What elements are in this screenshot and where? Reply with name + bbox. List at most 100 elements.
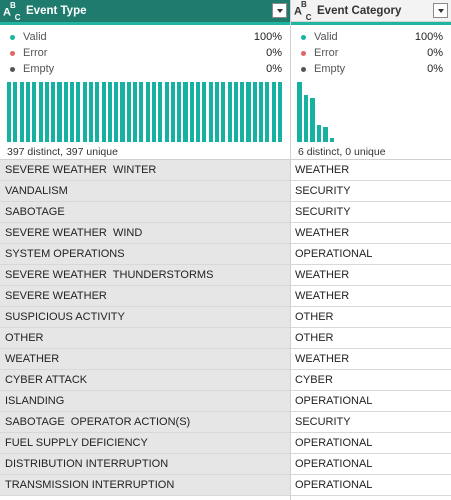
table-cell[interactable]: WEATHER xyxy=(291,223,451,244)
distribution-bar[interactable] xyxy=(196,82,201,142)
distribution-bar[interactable] xyxy=(139,82,144,142)
distribution-bar[interactable] xyxy=(158,82,163,142)
filter-dropdown-icon[interactable] xyxy=(433,3,448,18)
table-cell[interactable]: SEVERE WEATHER THUNDERSTORMS xyxy=(0,265,290,286)
distribution-bar[interactable] xyxy=(189,82,194,142)
distribution-bar[interactable] xyxy=(170,82,175,142)
distribution-bar[interactable] xyxy=(88,82,94,142)
distribution-bar[interactable] xyxy=(114,82,119,142)
distribution-bar[interactable] xyxy=(271,82,276,142)
distribution-bar[interactable] xyxy=(120,82,125,142)
text-type-icon[interactable]: ABC xyxy=(294,0,311,22)
distribution-bar[interactable] xyxy=(208,82,213,142)
table-cell[interactable]: WEATHER xyxy=(291,160,451,181)
distribution-bar[interactable] xyxy=(82,82,87,142)
distribution-bar[interactable] xyxy=(164,82,169,142)
column-profile: Valid 100% Error 0% Empty 0% 6 distinct,… xyxy=(291,25,451,160)
distribution-bar[interactable] xyxy=(63,82,68,142)
table-cell[interactable]: WEATHER xyxy=(291,265,451,286)
distribution-bar[interactable] xyxy=(221,82,226,142)
table-cell[interactable]: OPERATIONAL xyxy=(291,475,451,496)
table-cell[interactable]: OTHER xyxy=(291,307,451,328)
column-header-event-category[interactable]: ABC Event Category xyxy=(291,0,451,22)
table-cell[interactable]: WEATHER xyxy=(291,349,451,370)
table-cell[interactable]: OTHER xyxy=(0,328,290,349)
distribution-bar[interactable] xyxy=(183,82,188,142)
table-cell[interactable]: DISTRIBUTION INTERRUPTION xyxy=(0,454,290,475)
distribution-bar[interactable] xyxy=(310,98,315,142)
table-cell[interactable]: SECURITY xyxy=(291,412,451,433)
distribution-bar[interactable] xyxy=(19,82,24,142)
table-cell[interactable]: WEATHER xyxy=(291,286,451,307)
table-cell[interactable]: CYBER ATTACK xyxy=(0,370,290,391)
distribution-bar[interactable] xyxy=(70,82,75,142)
text-type-icon[interactable]: ABC xyxy=(3,0,20,23)
table-cell[interactable]: SEVERE WEATHER WINTER xyxy=(0,160,290,181)
distribution-bar[interactable] xyxy=(202,82,207,142)
distribution-bar[interactable] xyxy=(107,82,112,142)
distribution-bar[interactable] xyxy=(233,82,238,142)
table-cell[interactable]: VANDALISM xyxy=(0,181,290,202)
column-quality-bar xyxy=(291,22,451,25)
table-cell[interactable]: WEATHER xyxy=(0,349,290,370)
value-distribution-chart[interactable] xyxy=(297,82,345,142)
distribution-bar[interactable] xyxy=(265,82,270,142)
table-cell[interactable]: OPERATIONAL xyxy=(291,454,451,475)
distribution-bar[interactable] xyxy=(25,82,31,142)
stat-value: 0% xyxy=(266,47,282,59)
distribution-bar[interactable] xyxy=(57,82,62,142)
distribution-bar[interactable] xyxy=(246,82,251,142)
distribution-bar[interactable] xyxy=(329,137,334,142)
table-cell[interactable]: TRANSMISSION INTERRUPTION xyxy=(0,475,290,496)
stat-value: 0% xyxy=(427,47,443,59)
table-cell[interactable]: SECURITY xyxy=(291,181,451,202)
table-cell[interactable]: ISLANDING xyxy=(0,391,290,412)
distribution-bar[interactable] xyxy=(323,127,328,142)
distribution-bar[interactable] xyxy=(101,82,106,142)
distribution-bar[interactable] xyxy=(38,82,43,142)
distribution-bar[interactable] xyxy=(316,125,321,142)
table-cell[interactable]: OTHER xyxy=(291,328,451,349)
distribution-bar[interactable] xyxy=(297,82,302,142)
distribution-bar[interactable] xyxy=(126,82,131,142)
table-cell[interactable]: FUEL SUPPLY DEFICIENCY xyxy=(0,433,290,454)
distribution-bar[interactable] xyxy=(214,82,220,142)
distribution-bar[interactable] xyxy=(240,82,245,142)
column-header-event-type[interactable]: ABC Event Type xyxy=(0,0,290,22)
table-cell[interactable]: SABOTAGE OPERATOR ACTION(S) xyxy=(0,412,290,433)
table-cell[interactable]: SEVERE WEATHER xyxy=(0,286,290,307)
distribution-bar[interactable] xyxy=(95,82,100,142)
stat-empty: Empty 0% xyxy=(0,61,290,77)
table-cell[interactable]: OPERATIONAL xyxy=(291,391,451,412)
filter-dropdown-icon[interactable] xyxy=(272,3,287,18)
table-cell[interactable]: OPERATIONAL xyxy=(291,433,451,454)
distribution-bar[interactable] xyxy=(13,82,18,142)
table-cell[interactable]: OPERATIONAL xyxy=(291,244,451,265)
distribution-bar[interactable] xyxy=(252,82,257,142)
distribution-bar[interactable] xyxy=(44,82,49,142)
distribution-bar[interactable] xyxy=(51,82,56,142)
distribution-bar[interactable] xyxy=(7,82,12,142)
distribution-bar[interactable] xyxy=(151,82,157,142)
distribution-bar[interactable] xyxy=(277,82,283,142)
table-cell[interactable]: SABOTAGE xyxy=(0,202,290,223)
table-cell[interactable]: SUSPICIOUS ACTIVITY xyxy=(0,307,290,328)
distribution-bar[interactable] xyxy=(303,95,308,142)
distinct-count: 397 distinct, 397 unique xyxy=(7,146,118,158)
distribution-bar[interactable] xyxy=(133,82,138,142)
column-header-label: Event Category xyxy=(317,4,402,17)
table-cell[interactable]: CYBER xyxy=(291,370,451,391)
stat-error: Error 0% xyxy=(0,45,290,61)
distribution-bar[interactable] xyxy=(177,82,182,142)
distribution-bar[interactable] xyxy=(227,82,232,142)
distribution-bar[interactable] xyxy=(76,82,81,142)
table-cell[interactable]: SECURITY xyxy=(291,202,451,223)
distribution-bar[interactable] xyxy=(32,82,37,142)
table-cell[interactable]: SYSTEM OPERATIONS xyxy=(0,244,290,265)
stat-value: 0% xyxy=(266,63,282,75)
distribution-bar[interactable] xyxy=(145,82,150,142)
table-cell[interactable]: SEVERE WEATHER WIND xyxy=(0,223,290,244)
distribution-bar[interactable] xyxy=(259,82,264,142)
stat-value: 0% xyxy=(427,63,443,75)
value-distribution-chart[interactable] xyxy=(7,82,283,142)
